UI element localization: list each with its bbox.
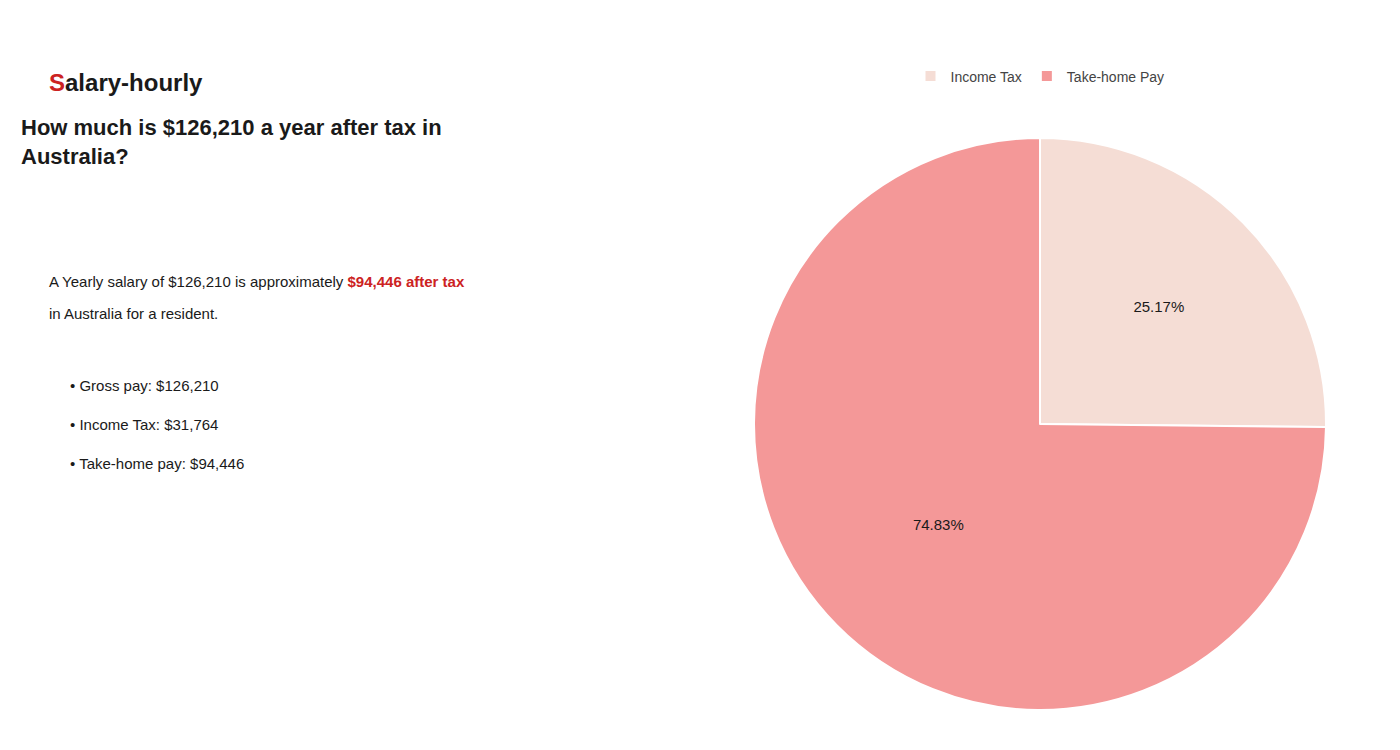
svg-text:• Take-home pay: $94,446: • Take-home pay: $94,446: [70, 455, 244, 472]
svg-text:• Gross pay: $126,210: • Gross pay: $126,210: [70, 377, 219, 394]
svg-text:A Yearly salary of $126,210 is: A Yearly salary of $126,210 is approxima…: [49, 273, 465, 290]
svg-text:How much is $126,210 a year af: How much is $126,210 a year after tax in…: [21, 115, 442, 169]
svg-text:in Australia for a resident.: in Australia for a resident.: [49, 305, 218, 322]
svg-text:74.83%: 74.83%: [913, 516, 964, 533]
svg-text:25.17%: 25.17%: [1133, 298, 1184, 315]
svg-text:• Income Tax: $31,764: • Income Tax: $31,764: [70, 416, 218, 433]
svg-text:Salary-hourly: Salary-hourly: [49, 69, 203, 96]
svg-text:Income Tax: Income Tax: [951, 69, 1022, 85]
svg-text:Take-home Pay: Take-home Pay: [1067, 69, 1164, 85]
